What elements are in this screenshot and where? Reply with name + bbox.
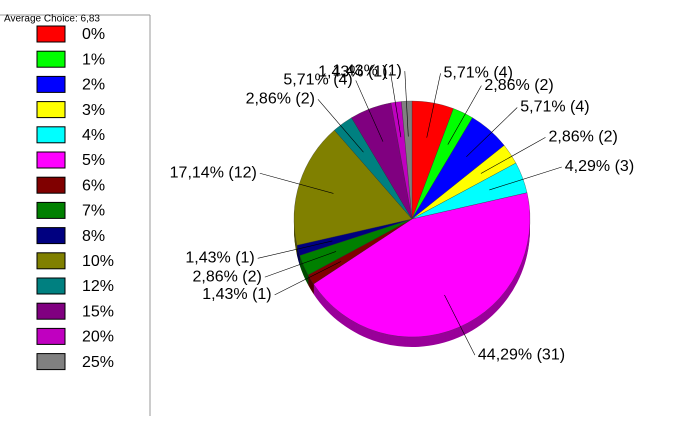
leader-line (404, 71, 409, 137)
data-label: 44,29% (31) (478, 346, 565, 363)
legend-swatch (36, 277, 66, 295)
legend-label: 25% (82, 354, 114, 371)
legend-swatch (36, 75, 66, 93)
data-label: 5,71% (4) (520, 99, 589, 116)
data-label: 5,71% (4) (444, 65, 513, 82)
leader-line (489, 166, 562, 191)
legend-label: 10% (82, 253, 114, 270)
legend-swatch (36, 50, 66, 68)
data-label: 2,86% (2) (192, 268, 261, 285)
slice (313, 192, 531, 338)
legend-swatch (36, 25, 66, 43)
leader-line (317, 99, 364, 153)
chart-title: Average Choice: 6,83 (4, 14, 100, 25)
leader-line (426, 73, 441, 138)
legend-label: 0% (82, 26, 105, 43)
legend-swatch (36, 126, 66, 144)
leader-line (466, 107, 518, 157)
data-label: 1,43% (1) (318, 64, 387, 81)
legend-label: 7% (82, 203, 105, 220)
data-label: 2,86% (2) (548, 129, 617, 146)
legend-label: 4% (82, 127, 105, 144)
data-label: 2,86% (2) (246, 90, 315, 107)
leader-line (444, 294, 476, 356)
legend-label: 8% (82, 228, 105, 245)
legend-label: 20% (82, 329, 114, 346)
slice (293, 129, 413, 246)
legend-swatch (36, 227, 66, 245)
leader-line (257, 240, 333, 259)
legend-swatch (36, 201, 66, 219)
leader-line (274, 261, 342, 296)
legend-label: 1% (82, 51, 105, 68)
data-label: 4,29% (3) (565, 158, 634, 175)
data-label: 1,43% (1) (185, 250, 254, 267)
legend-label: 12% (82, 278, 114, 295)
legend-label: 3% (82, 102, 105, 119)
leader-line (259, 172, 334, 194)
legend-swatch (36, 101, 66, 119)
legend-swatch (36, 353, 66, 371)
leader-line (390, 72, 402, 138)
legend-label: 5% (82, 152, 105, 169)
data-label: 2,86% (2) (484, 77, 553, 94)
legend-swatch (36, 302, 66, 320)
legend-swatch (36, 252, 66, 270)
legend-label: 6% (82, 177, 105, 194)
legend-swatch (36, 176, 66, 194)
legend-swatch (36, 151, 66, 169)
leader-line (355, 80, 384, 142)
leader-line (447, 85, 482, 145)
legend-label: 2% (82, 77, 105, 94)
data-label: 17,14% (12) (170, 164, 257, 181)
data-label: 1,43% (1) (202, 286, 271, 303)
leader-line (480, 137, 546, 174)
leader-line (264, 251, 337, 278)
data-label: 5,71% (4) (283, 72, 352, 89)
data-label: 1,43% (1) (332, 62, 401, 79)
legend-swatch (36, 327, 66, 345)
legend-label: 15% (82, 303, 114, 320)
